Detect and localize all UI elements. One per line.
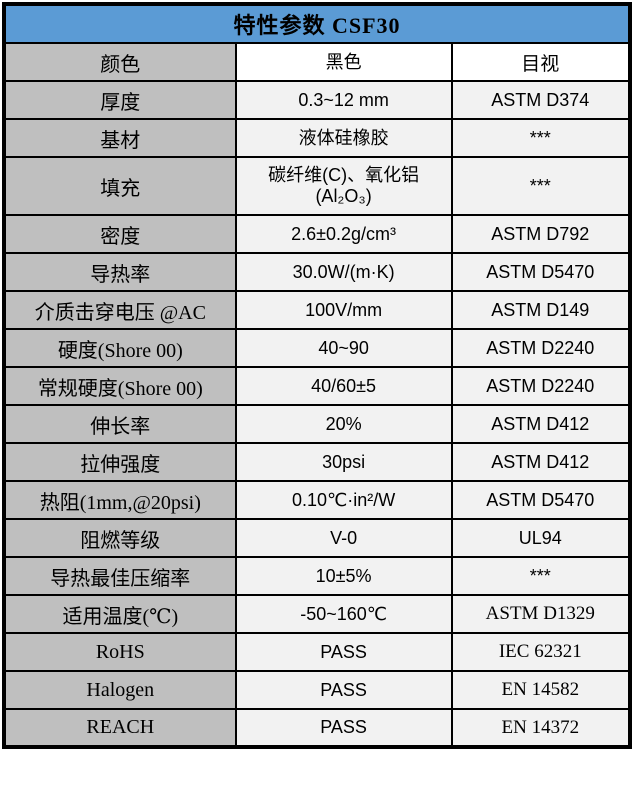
value-cell: 黑色 [234,42,453,82]
method-cell: ASTM D792 [450,214,632,254]
method-cell: ASTM D5470 [450,480,632,520]
method-cell: ASTM D412 [450,404,632,444]
method-cell: EN 14372 [450,708,632,748]
table-row: 阻燃等级 V-0 UL94 [3,518,632,558]
property-cell: 基材 [3,118,237,158]
method-cell: ASTM D1329 [450,594,632,634]
value-cell: PASS [234,632,453,672]
table-title: 特性参数 CSF30 [3,3,631,44]
method-cell: EN 14582 [450,670,632,710]
table-row: 导热最佳压缩率 10±5% *** [3,556,632,596]
title-row: 特性参数 CSF30 [3,3,631,44]
method-cell: IEC 62321 [450,632,632,672]
method-cell: *** [450,556,632,596]
table-row: Halogen PASS EN 14582 [3,670,632,710]
value-cell: 碳纤维(C)、氧化铝(Al₂O₃) [234,156,453,216]
value-cell: 0.3~12 mm [234,80,453,120]
property-cell: 填充 [3,156,237,216]
table-row: 热阻(1mm,@20psi) 0.10℃·in²/W ASTM D5470 [3,480,632,520]
table-row: 介质击穿电压 @AC 100V/mm ASTM D149 [3,290,632,330]
value-cell: 2.6±0.2g/cm³ [234,214,453,254]
property-cell: 伸长率 [3,404,237,444]
property-cell: 拉伸强度 [3,442,237,482]
value-cell: 100V/mm [234,290,453,330]
spec-table: 特性参数 CSF30 颜色 黑色 目视 厚度 0.3~12 mm ASTM D374 基材液… [2,2,632,749]
value-cell: 0.10℃·in²/W [234,480,453,520]
property-cell: 热阻(1mm,@20psi) [3,480,237,520]
table-row: 硬度(Shore 00) 40~90 ASTM D2240 [3,328,632,368]
value-cell: 30.0W/(m·K) [234,252,453,292]
value-cell: PASS [234,670,453,710]
method-cell: ASTM D412 [450,442,632,482]
table-row: 伸长率 20% ASTM D412 [3,404,632,444]
table-row: 常规硬度(Shore 00) 40/60±5 ASTM D2240 [3,366,632,406]
method-cell: ASTM D2240 [450,328,632,368]
method-cell: 目视 [450,42,632,82]
property-cell: 密度 [3,214,237,254]
table-row: 厚度 0.3~12 mm ASTM D374 [3,80,632,120]
value-cell: 20% [234,404,453,444]
property-cell: Halogen [3,670,237,710]
value-cell: V-0 [234,518,453,558]
method-cell: *** [450,118,632,158]
table-header: 特性参数 CSF30 [3,3,631,44]
table-row: 颜色 黑色 目视 [3,42,632,82]
table-row: 密度 2.6±0.2g/cm³ ASTM D792 [3,214,632,254]
method-cell: UL94 [450,518,632,558]
property-cell: REACH [3,708,237,748]
value-cell: 30psi [234,442,453,482]
property-cell: 厚度 [3,80,237,120]
table-row: REACH PASS EN 14372 [3,708,632,748]
value-cell: 40/60±5 [234,366,453,406]
value-cell: 10±5% [234,556,453,596]
value-cell: -50~160℃ [234,594,453,634]
table-row: 导热率 30.0W/(m·K) ASTM D5470 [3,252,632,292]
method-cell: *** [450,156,632,216]
property-cell: 导热率 [3,252,237,292]
property-cell: 常规硬度(Shore 00) [3,366,237,406]
table-row: 填充 碳纤维(C)、氧化铝(Al₂O₃) *** [3,156,632,216]
property-cell: 硬度(Shore 00) [3,328,237,368]
table-row: 适用温度(℃) -50~160℃ ASTM D1329 [3,594,632,634]
property-cell: 导热最佳压缩率 [3,556,237,596]
value-cell: 40~90 [234,328,453,368]
method-cell: ASTM D149 [450,290,632,330]
method-cell: ASTM D374 [450,80,632,120]
property-cell: 颜色 [3,42,237,82]
method-cell: ASTM D2240 [450,366,632,406]
property-cell: 阻燃等级 [3,518,237,558]
property-cell: 适用温度(℃) [3,594,237,634]
method-cell: ASTM D5470 [450,252,632,292]
value-cell: 液体硅橡胶 [234,118,453,158]
table-row: RoHS PASS IEC 62321 [3,632,632,672]
table-body: 颜色 黑色 目视 厚度 0.3~12 mm ASTM D374 基材 液体硅橡胶 *** 填充 碳纤… [3,42,632,748]
property-cell: 介质击穿电压 @AC [3,290,237,330]
value-cell: PASS [234,708,453,748]
table-row: 基材 液体硅橡胶 *** [3,118,632,158]
property-cell: RoHS [3,632,237,672]
table-row: 拉伸强度 30psi ASTM D412 [3,442,632,482]
